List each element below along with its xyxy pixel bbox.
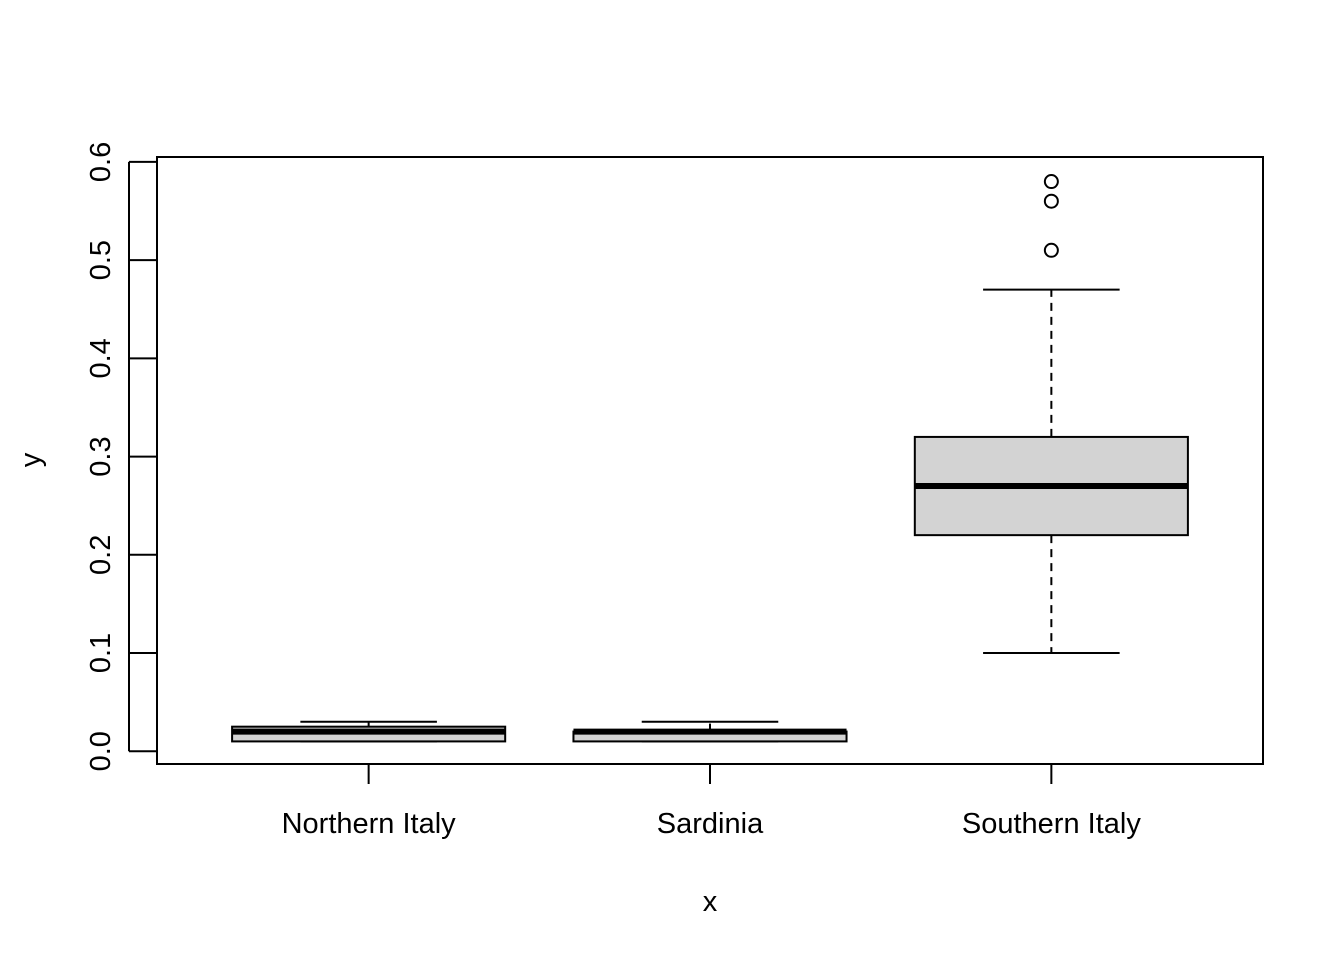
y-tick-label: 0.2: [85, 535, 117, 575]
y-tick-label: 0.1: [85, 633, 117, 673]
box-northern-italy: [231, 720, 507, 743]
outlier-point: [1043, 174, 1059, 190]
y-tick-label: 0.4: [85, 338, 117, 378]
x-tick-label: Sardinia: [657, 808, 764, 840]
outlier-point: [1043, 242, 1059, 258]
y-tick-label: 0.6: [85, 142, 117, 182]
x-tick-label: Southern Italy: [962, 808, 1141, 840]
x-axis: Northern Italy Sardinia Southern Italy: [282, 764, 1141, 840]
y-tick-label: 0.3: [85, 436, 117, 476]
x-tick-label: Northern Italy: [282, 808, 457, 840]
y-tick-label: 0.5: [85, 240, 117, 280]
boxes-group: [231, 174, 1189, 743]
box-sardinia: [572, 720, 848, 743]
box-southern-italy: [913, 174, 1189, 655]
outlier-point: [1043, 193, 1059, 209]
y-tick-label: 0.0: [85, 731, 117, 771]
x-axis-label: x: [703, 886, 718, 918]
y-axis-label: y: [15, 452, 47, 467]
y-axis: 0.0 0.1 0.2 0.3 0.4 0.5 0.6: [85, 142, 157, 771]
